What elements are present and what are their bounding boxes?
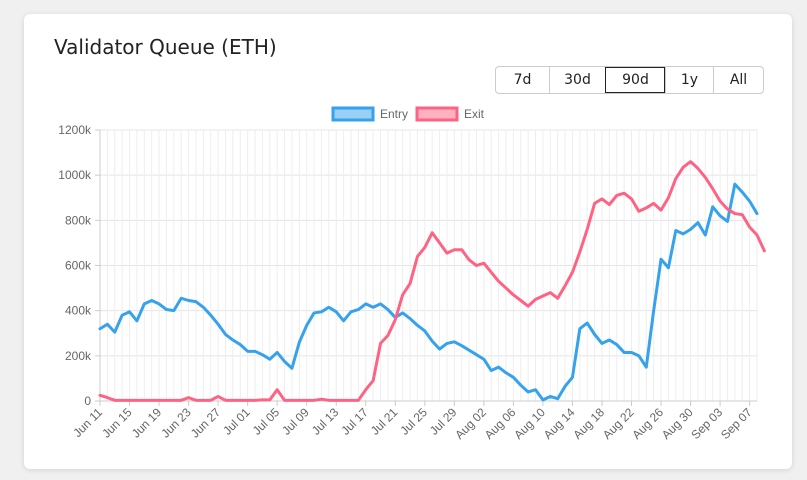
legend-swatch-exit <box>415 106 459 122</box>
x-tick-label: Jul 17 <box>338 405 371 438</box>
legend-label-entry: Entry <box>380 107 408 121</box>
x-tick-label: Aug 10 <box>511 405 548 442</box>
legend-swatch-entry <box>331 106 375 122</box>
x-tick-label: Jun 11 <box>70 405 105 440</box>
chart-legend: Entry Exit <box>331 106 485 122</box>
y-tick-label: 600k <box>65 259 92 273</box>
y-tick-label: 400k <box>65 304 92 318</box>
legend-label-exit: Exit <box>464 107 485 121</box>
y-tick-label: 1200k <box>58 123 92 137</box>
x-tick-label: Jun 19 <box>129 405 165 441</box>
chart-series <box>98 160 766 402</box>
range-button-30d[interactable]: 30d <box>549 67 605 93</box>
y-tick-label: 800k <box>65 213 92 227</box>
range-button-90d[interactable]: 90d <box>605 67 665 93</box>
x-tick-label: Jun 15 <box>99 405 135 441</box>
x-tick-label: Jul 25 <box>397 405 430 438</box>
x-tick-label: Aug 18 <box>570 405 607 442</box>
x-tick-label: Aug 02 <box>452 405 489 442</box>
chart-grid <box>99 129 758 402</box>
x-tick-label: Aug 14 <box>541 405 578 442</box>
x-tick-label: Aug 30 <box>659 405 696 442</box>
x-tick-label: Jul 01 <box>220 405 253 438</box>
x-tick-label: Jul 13 <box>309 405 342 438</box>
series-line-entry <box>98 182 759 402</box>
range-button-1y[interactable]: 1y <box>665 67 713 93</box>
range-button-all[interactable]: All <box>713 67 763 93</box>
x-tick-label: Aug 22 <box>600 405 637 442</box>
range-selector: 7d 30d 90d 1y All <box>495 66 764 94</box>
y-tick-label: 200k <box>65 349 92 363</box>
y-tick-label: 1000k <box>58 168 92 182</box>
x-tick-label: Jun 27 <box>188 405 224 441</box>
x-tick-label: Aug 06 <box>482 405 519 442</box>
x-tick-label: Jul 09 <box>279 405 312 438</box>
y-axis: 0 200k 400k 600k 800k 1000k 1200k <box>58 123 101 408</box>
x-tick-label: Aug 26 <box>629 405 666 442</box>
series-line-exit <box>98 160 766 402</box>
y-tick-label: 0 <box>84 394 91 408</box>
x-tick-label: Jun 23 <box>158 405 194 441</box>
range-button-7d[interactable]: 7d <box>513 72 532 88</box>
x-tick-label: Sep 07 <box>718 405 755 442</box>
x-tick-label: Jul 21 <box>368 405 401 438</box>
x-tick-label: Jul 05 <box>250 405 283 438</box>
chart-title: Validator Queue (ETH) <box>54 35 277 59</box>
x-tick-label: Sep 03 <box>688 405 725 442</box>
